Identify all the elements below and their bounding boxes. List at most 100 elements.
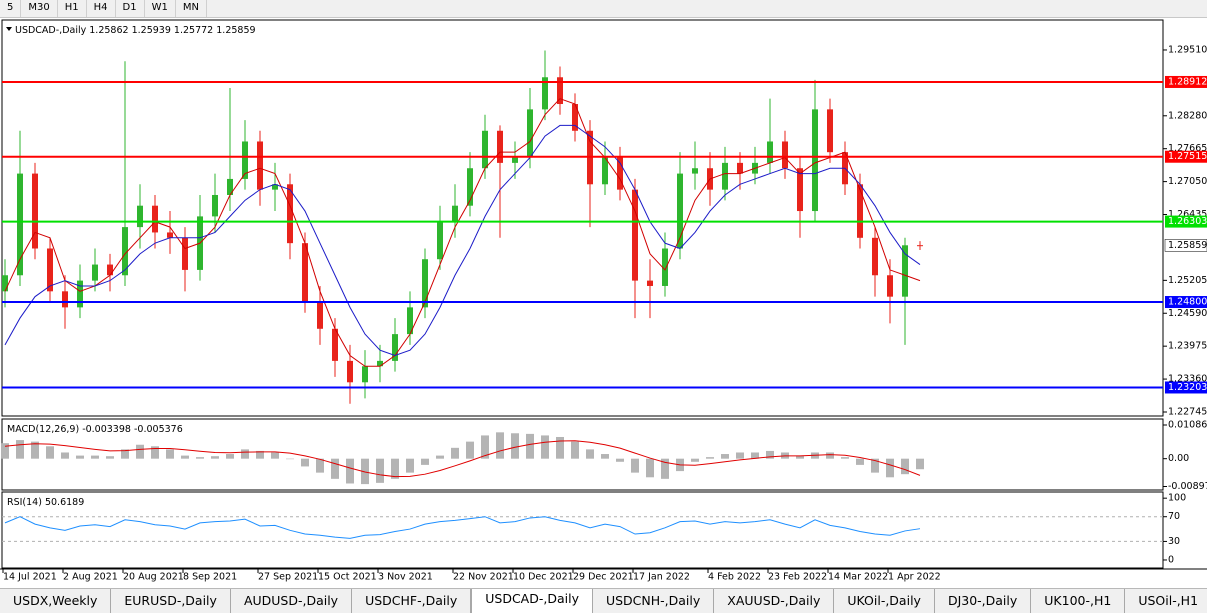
candle-body (287, 184, 293, 244)
histogram-bar (31, 441, 39, 459)
candle-body (2, 275, 8, 292)
histogram-bar (631, 458, 639, 473)
candle-body (137, 205, 143, 228)
histogram-bar (16, 440, 24, 459)
histogram-bar (616, 458, 624, 462)
candle-body (722, 162, 728, 190)
histogram-bar (76, 455, 84, 459)
timeframe-button[interactable]: M30 (21, 0, 58, 17)
candle-body (242, 141, 248, 179)
candle-body (227, 178, 233, 195)
timeframe-toolbar: 5 M30 H1 H4 D1 W1 MN (0, 0, 1207, 18)
histogram-bar (856, 458, 864, 465)
timeframe-button[interactable]: MN (176, 0, 207, 17)
x-tick-label: 29 Dec 2021 (573, 572, 634, 583)
x-tick-label: 1 Apr 2022 (888, 572, 941, 583)
candle-body (302, 243, 308, 303)
candle-body (107, 264, 113, 276)
panel-frame (1, 19, 1164, 417)
histogram-bar (376, 458, 384, 483)
histogram-bar (286, 458, 294, 460)
chart-tab[interactable]: XAUUSD-,Daily (714, 589, 835, 613)
candle-body (887, 275, 893, 297)
indicator-line (4, 516, 921, 539)
histogram-bar (451, 447, 459, 459)
candle-body (257, 141, 263, 190)
candle-body (647, 280, 653, 286)
histogram-bar (361, 458, 369, 485)
candle-body (797, 168, 803, 212)
candle-body (122, 227, 128, 276)
candle-body (872, 237, 878, 276)
panel-frame (1, 418, 1164, 491)
level-label: 1.26303 (1168, 216, 1207, 227)
y-tick-label: 1.25205 (1168, 275, 1207, 286)
x-tick-label: 27 Sep 2021 (258, 572, 318, 583)
chart: 1.29510 1.28280 1.27665 1.27050 1.26435 1.252… (0, 19, 1207, 583)
candle-body (602, 157, 608, 185)
title-value: 1.25772 (174, 25, 213, 36)
chart-tab[interactable]: USDCHF-,Daily (352, 589, 472, 613)
histogram-bar (421, 458, 429, 465)
chart-tab[interactable]: DJ30-,Daily (935, 589, 1032, 613)
histogram-bar (136, 444, 144, 459)
histogram-bar (916, 458, 924, 470)
chart-tab[interactable]: USDX,Weekly (0, 589, 112, 613)
level-label-bg (1165, 75, 1207, 88)
timeframe-button[interactable]: 5 (0, 0, 22, 17)
title-value: 1.25859 (216, 25, 255, 36)
histogram-bar (721, 454, 729, 459)
timeframe-button[interactable]: D1 (116, 0, 145, 17)
chart-tab[interactable]: USDCAD-,Daily (471, 589, 593, 613)
y-tick-label: 1.26435 (1168, 209, 1207, 220)
histogram-bar (496, 432, 504, 459)
histogram-bar (196, 457, 204, 459)
histogram-bar (181, 455, 189, 459)
histogram-bar (61, 452, 69, 459)
timeframe-button[interactable]: H1 (58, 0, 87, 17)
candle-body (467, 168, 473, 206)
title-value: 50.6189 (45, 497, 84, 508)
title-value: 1.25939 (132, 25, 171, 36)
x-tick-label: 15 Oct 2021 (318, 572, 377, 583)
x-tick-label: 20 Aug 2021 (123, 572, 184, 583)
title-arrow (6, 27, 12, 31)
x-tick-label: 10 Dec 2021 (513, 572, 574, 583)
histogram-bar (886, 458, 894, 478)
candle-body (272, 184, 278, 190)
histogram-bar (871, 458, 879, 473)
chart-tab[interactable]: EURUSD-,Daily (111, 589, 231, 613)
candle-body (317, 302, 323, 329)
chart-tab[interactable]: USDCNH-,Daily (593, 589, 715, 613)
histogram-bar (661, 458, 669, 479)
candle-body (617, 157, 623, 190)
signal-line (4, 440, 921, 478)
timeframe-button[interactable]: H4 (87, 0, 116, 17)
x-tick-label: 4 Feb 2022 (708, 572, 761, 583)
chart-tab[interactable]: USOil-,H1 (1125, 589, 1207, 613)
chart-tab[interactable]: UK100-,H1 (1031, 589, 1126, 613)
histogram-bar (466, 441, 474, 459)
histogram-bar (766, 450, 774, 459)
candle-body (572, 104, 578, 131)
candle-body (677, 173, 683, 249)
candle-body (407, 307, 413, 335)
histogram-bar (826, 452, 834, 459)
candle-body (422, 259, 428, 308)
level-label: 1.23203 (1168, 382, 1207, 393)
histogram-bar (301, 458, 309, 467)
candle-body (527, 109, 533, 158)
x-tick-label: 14 Jul 2021 (3, 572, 57, 583)
title-text: RSI(14) (7, 497, 42, 508)
histogram-bar (796, 455, 804, 459)
histogram-bar (691, 458, 699, 462)
timeframe-button[interactable]: W1 (145, 0, 176, 17)
histogram-bar (226, 454, 234, 459)
candle-body (632, 189, 638, 281)
chart-tab[interactable]: AUDUSD-,Daily (231, 589, 353, 613)
y-tick-label: 1.28280 (1168, 110, 1207, 121)
candle-body (737, 162, 743, 174)
panel-title: USDCAD-,Daily 1.25862 1.25939 1.25772 1.… (15, 25, 256, 36)
x-tick-label: 22 Nov 2021 (453, 572, 514, 583)
chart-tab[interactable]: UKOil-,Daily (834, 589, 935, 613)
